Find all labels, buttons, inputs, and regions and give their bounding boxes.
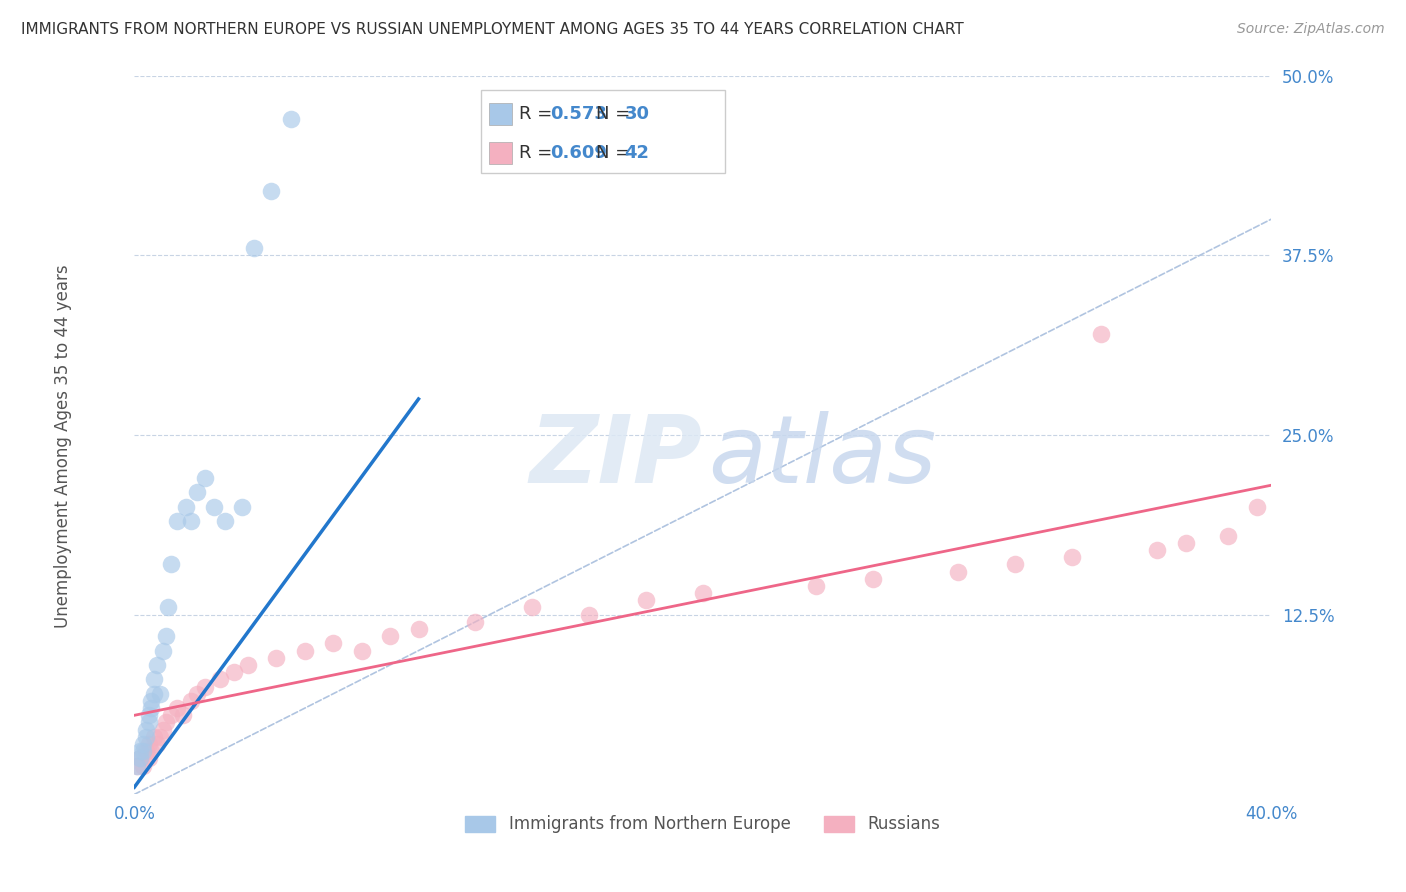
Point xyxy=(172,708,194,723)
Text: Unemployment Among Ages 35 to 44 years: Unemployment Among Ages 35 to 44 years xyxy=(55,264,72,628)
Point xyxy=(146,657,169,672)
Point xyxy=(149,687,172,701)
Point xyxy=(152,723,174,737)
Point xyxy=(208,673,231,687)
Point xyxy=(1090,327,1112,342)
Point xyxy=(408,622,430,636)
Point xyxy=(135,723,157,737)
Point xyxy=(266,650,288,665)
Point xyxy=(146,737,169,751)
Point xyxy=(180,514,202,528)
Legend: Immigrants from Northern Europe, Russians: Immigrants from Northern Europe, Russian… xyxy=(458,809,946,840)
Point xyxy=(231,500,253,514)
Point xyxy=(132,737,155,751)
Point xyxy=(806,579,828,593)
Text: N =: N = xyxy=(596,105,637,123)
Text: R =: R = xyxy=(519,145,558,162)
Point xyxy=(350,643,373,657)
Point xyxy=(157,600,180,615)
Point xyxy=(202,500,225,514)
Point xyxy=(1246,500,1268,514)
Point xyxy=(1146,543,1168,558)
Point xyxy=(138,751,160,765)
Point xyxy=(522,600,544,615)
Point xyxy=(194,680,217,694)
Point xyxy=(634,593,657,607)
Text: Source: ZipAtlas.com: Source: ZipAtlas.com xyxy=(1237,22,1385,37)
Point xyxy=(166,514,188,528)
Text: 0.609: 0.609 xyxy=(550,145,607,162)
Point xyxy=(578,607,600,622)
Point xyxy=(948,565,970,579)
Point xyxy=(141,701,163,715)
Text: N =: N = xyxy=(596,145,637,162)
Point xyxy=(260,184,283,198)
Point xyxy=(692,586,714,600)
Point xyxy=(155,629,177,643)
Point xyxy=(242,241,264,255)
Point xyxy=(1174,535,1197,549)
Point xyxy=(138,708,160,723)
Point xyxy=(143,687,166,701)
Point xyxy=(180,694,202,708)
Text: atlas: atlas xyxy=(709,411,936,502)
Point xyxy=(129,744,152,758)
Point xyxy=(236,657,259,672)
Point xyxy=(127,758,149,772)
Point xyxy=(143,730,166,744)
Point xyxy=(166,701,188,715)
Point xyxy=(862,572,884,586)
Point xyxy=(143,673,166,687)
Point xyxy=(186,485,208,500)
Point xyxy=(1218,528,1240,542)
Point xyxy=(155,715,177,730)
Point xyxy=(1004,558,1026,572)
Point xyxy=(132,758,155,772)
Point xyxy=(186,687,208,701)
Point xyxy=(129,751,152,765)
Point xyxy=(135,730,157,744)
Point xyxy=(322,636,344,650)
Point xyxy=(464,615,486,629)
Point xyxy=(378,629,401,643)
Text: 42: 42 xyxy=(624,145,650,162)
Point xyxy=(160,558,183,572)
Point xyxy=(127,758,149,772)
Text: 0.573: 0.573 xyxy=(550,105,607,123)
Point xyxy=(132,744,155,758)
Point xyxy=(149,730,172,744)
Point xyxy=(152,643,174,657)
Point xyxy=(129,751,152,765)
Point xyxy=(194,471,217,485)
Point xyxy=(141,744,163,758)
Point xyxy=(138,715,160,730)
Point xyxy=(141,694,163,708)
Point xyxy=(138,737,160,751)
Point xyxy=(214,514,236,528)
Point xyxy=(160,708,183,723)
Point xyxy=(280,112,302,126)
Point xyxy=(1062,550,1084,565)
Text: 30: 30 xyxy=(624,105,650,123)
Point xyxy=(174,500,197,514)
Point xyxy=(294,643,316,657)
Text: IMMIGRANTS FROM NORTHERN EUROPE VS RUSSIAN UNEMPLOYMENT AMONG AGES 35 TO 44 YEAR: IMMIGRANTS FROM NORTHERN EUROPE VS RUSSI… xyxy=(21,22,965,37)
Text: ZIP: ZIP xyxy=(530,410,703,502)
Point xyxy=(135,744,157,758)
Text: R =: R = xyxy=(519,105,558,123)
Point xyxy=(222,665,245,680)
